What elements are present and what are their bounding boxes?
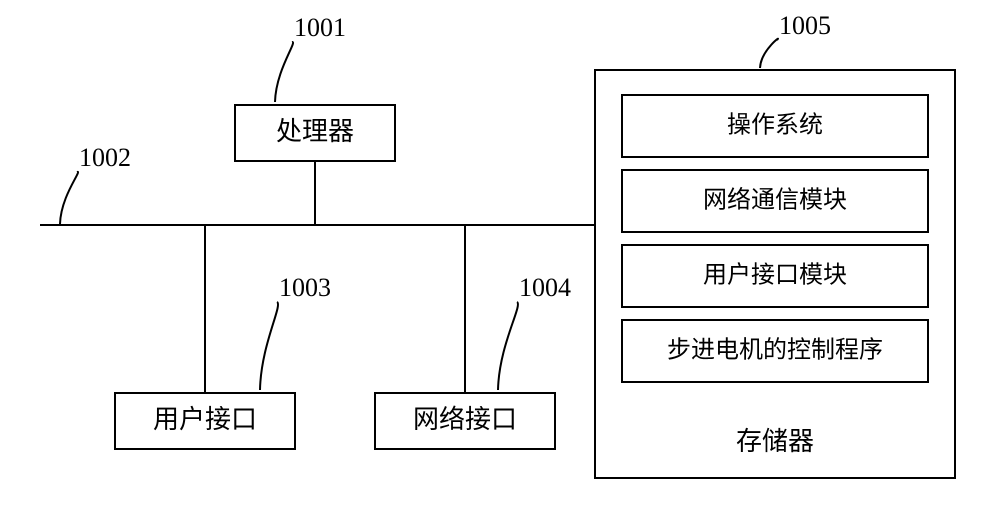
processor-ref-text: 1001 (294, 13, 346, 42)
memory-label: 存储器 (736, 427, 814, 456)
processor-label: 处理器 (276, 117, 354, 146)
user-if-ref-text: 1003 (279, 273, 331, 302)
memory-inner-label-1: 网络通信模块 (703, 187, 847, 214)
memory-inner-label-2: 用户接口模块 (703, 262, 847, 289)
bus-ref-text: 1002 (79, 143, 131, 172)
net-if-ref-text: 1004 (519, 273, 571, 302)
net-if-ref-leader (498, 302, 518, 390)
bus-ref-leader (60, 172, 78, 224)
processor-ref-leader (275, 42, 293, 102)
memory-inner-label-0: 操作系统 (727, 112, 823, 139)
net_if-label: 网络接口 (413, 405, 517, 434)
block-diagram: 处理器用户接口 网络接口 操作系统网络通信模块用户接口模块步进电机的控制程序存储器 1… (0, 0, 1000, 513)
user-if-ref-leader (260, 302, 278, 390)
user_if-label: 用户接口 (153, 405, 257, 434)
memory-ref-leader (760, 39, 778, 68)
memory-inner-label-3: 步进电机的控制程序 (667, 337, 883, 364)
memory-ref-text: 1005 (779, 11, 831, 40)
